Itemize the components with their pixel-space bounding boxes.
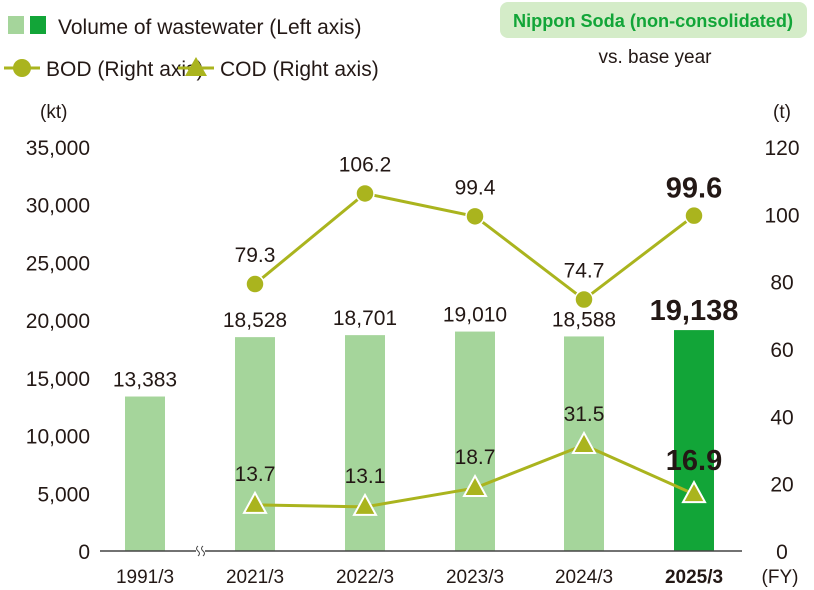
left-tick-label: 15,000	[26, 368, 90, 391]
bod-point	[574, 289, 594, 310]
left-tick-label: 20,000	[26, 310, 90, 333]
cod-value-label: 13.1	[345, 465, 386, 488]
cod-point	[462, 473, 488, 498]
legend: Volume of wastewater (Left axis) BOD (Ri…	[4, 16, 379, 81]
bod-point	[355, 183, 375, 204]
right-tick-label: 0	[776, 541, 788, 564]
legend-label-bod: BOD (Right axis)	[46, 58, 204, 81]
x-tick-label: 2022/3	[336, 567, 394, 588]
cod-value-label: 13.7	[235, 463, 276, 486]
left-tick-label: 5,000	[37, 483, 90, 506]
cod-point	[352, 492, 378, 516]
x-tick-label: 2021/3	[226, 567, 284, 588]
bar-value-label: 13,383	[113, 369, 177, 392]
cod-point	[571, 430, 597, 454]
right-tick-label: 100	[764, 204, 799, 227]
cod-point	[242, 490, 268, 514]
base-year-note: vs. base year	[599, 47, 713, 68]
left-tick-label: 0	[78, 541, 90, 564]
bar	[455, 331, 495, 551]
bod-value-label: 79.3	[235, 244, 276, 267]
cod-value-label: 31.5	[564, 403, 605, 426]
right-tick-label: 80	[770, 272, 793, 295]
axis-break-gap	[196, 547, 205, 555]
x-tick-label: 1991/3	[116, 567, 174, 588]
legend-label-wastewater: Volume of wastewater (Left axis)	[58, 16, 361, 39]
left-tick-label: 25,000	[26, 252, 90, 275]
bar-value-label: 18,528	[223, 309, 287, 332]
legend-cod-triangle-icon	[185, 57, 207, 76]
legend-swatch-bar-light	[8, 16, 24, 34]
company-badge	[500, 2, 807, 38]
legend-bod-circle-icon	[13, 59, 31, 77]
x-tick-label: 2025/3	[665, 567, 723, 588]
bod-value-label: 99.6	[666, 173, 722, 205]
x-axis-unit: (FY)	[762, 567, 799, 588]
left-tick-label: 10,000	[26, 426, 90, 449]
right-tick-label: 60	[770, 339, 793, 362]
bar-value-label: 19,138	[650, 295, 739, 327]
bar-value-label: 19,010	[443, 304, 507, 327]
bar	[125, 396, 165, 551]
right-axis-unit: (t)	[773, 102, 791, 123]
axis-break-icon	[196, 545, 205, 557]
cod-point	[681, 480, 707, 504]
x-tick-label: 2023/3	[446, 567, 504, 588]
bod-value-label: 74.7	[564, 260, 605, 283]
right-tick-label: 120	[764, 137, 799, 160]
cod-value-label: 16.9	[666, 445, 722, 477]
bod-point	[245, 274, 265, 294]
bar	[345, 335, 385, 551]
legend-label-cod: COD (Right axis)	[220, 58, 379, 81]
right-tick-label: 40	[770, 406, 793, 429]
cod-value-label: 18.7	[455, 446, 496, 469]
bar	[674, 330, 714, 551]
bod-point	[465, 206, 485, 227]
right-tick-label: 20	[770, 474, 793, 497]
bod-point	[684, 205, 704, 226]
left-tick-label: 30,000	[26, 195, 90, 218]
left-tick-label: 35,000	[26, 137, 90, 160]
x-tick-label: 2024/3	[555, 567, 613, 588]
left-axis-unit: (kt)	[40, 102, 67, 123]
bar-value-label: 18,588	[552, 308, 616, 331]
bar	[235, 337, 275, 551]
legend-swatch-bar-dark	[30, 16, 46, 34]
bod-value-label: 106.2	[339, 153, 392, 176]
company-badge-text: Nippon Soda (non-consolidated)	[513, 11, 793, 31]
bod-value-label: 99.4	[455, 176, 496, 199]
bar-value-label: 18,701	[333, 307, 397, 330]
